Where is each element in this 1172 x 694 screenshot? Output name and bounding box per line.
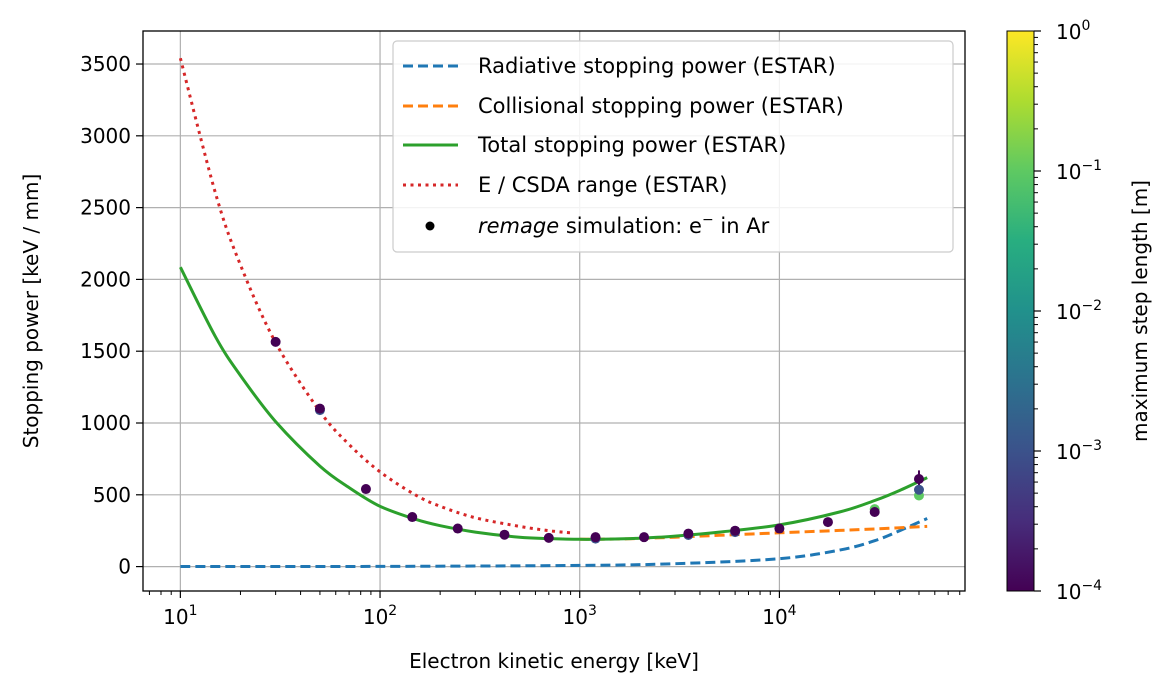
colorbar-tick-label-exp: 0 — [1081, 18, 1090, 34]
colorbar-tick-label-base: 10 — [1056, 300, 1081, 324]
data-point — [774, 523, 785, 534]
colorbar-tick-label-base: 10 — [1056, 580, 1081, 604]
legend-label-radiative-stopping-power-estar: Radiative stopping power (ESTAR) — [478, 54, 836, 78]
series-line-collisional-stopping-power-estar — [579, 524, 928, 541]
legend-sup: − — [702, 212, 714, 228]
x-axis-ticks: 101 102 103 104 — [148, 591, 961, 629]
curves — [178, 57, 928, 569]
y-axis-ticks: 0 500 1000 1500 2000 2500 3000 3500 — [80, 52, 143, 579]
x-tick-label: 104 — [762, 603, 796, 629]
legend-label-total-stopping-power-estar: Total stopping power (ESTAR) — [477, 133, 786, 157]
data-point — [314, 403, 325, 414]
data-point — [913, 484, 924, 495]
legend-label-collisional-stopping-power-estar: Collisional stopping power (ESTAR) — [478, 94, 844, 118]
data-point — [869, 507, 880, 518]
colorbar-tick-label: 10−4 — [1056, 578, 1102, 604]
y-tick-label: 3500 — [80, 52, 131, 76]
colorbar-tick-label-exp: −1 — [1081, 158, 1102, 174]
y-axis-label: Stopping power [keV / mm] — [19, 174, 43, 449]
x-tick-label-exp: 3 — [588, 603, 597, 619]
colorbar-tick-label-exp: −3 — [1081, 438, 1102, 454]
colorbar-tick-label: 10−3 — [1056, 438, 1102, 464]
data-point — [360, 484, 371, 495]
legend: Radiative stopping power (ESTAR) Collisio… — [392, 40, 954, 253]
data-point — [730, 525, 741, 536]
colorbar-tick-label-exp: −4 — [1081, 578, 1102, 594]
data-point — [913, 474, 924, 484]
colorbar-gradient — [1006, 30, 1035, 592]
data-point — [543, 532, 554, 543]
colorbar-tick-label: 100 — [1056, 18, 1090, 44]
y-tick-label: 1500 — [80, 339, 131, 363]
data-point — [452, 523, 463, 534]
colorbar-tick-label-exp: −2 — [1081, 298, 1102, 314]
legend-rest: simulation: e — [559, 214, 702, 238]
x-tick-label-base: 10 — [163, 605, 188, 629]
legend-label-e-csda-range-estar: E / CSDA range (ESTAR) — [478, 173, 727, 197]
data-point — [822, 517, 833, 528]
x-tick-label-exp: 2 — [388, 603, 397, 619]
y-tick-label: 1000 — [80, 411, 131, 435]
legend-swatch-scatter — [425, 221, 435, 231]
y-tick-label: 2500 — [80, 196, 131, 220]
data-point — [407, 512, 418, 523]
colorbar-tick-label-base: 10 — [1056, 20, 1081, 44]
legend-label-scatter: remage simulation: e− in Ar — [478, 212, 770, 238]
colorbar-tick-label: 10−2 — [1056, 298, 1102, 324]
x-tick-label-base: 10 — [363, 605, 388, 629]
x-tick-label-exp: 1 — [189, 603, 198, 619]
x-tick-label-exp: 4 — [788, 603, 797, 619]
colorbar-tick-label: 10−1 — [1056, 158, 1102, 184]
legend-box — [392, 40, 954, 253]
legend-tail: in Ar — [714, 214, 770, 238]
colorbar-tick-label-base: 10 — [1056, 160, 1081, 184]
x-tick-label: 102 — [363, 603, 397, 629]
data-point — [499, 529, 510, 540]
scatter-points — [270, 336, 924, 544]
colorbar-label: maximum step length [m] — [1128, 180, 1152, 442]
y-tick-label: 0 — [118, 555, 131, 579]
colorbar-tick-label-base: 10 — [1056, 440, 1081, 464]
series-line-radiative-stopping-power-estar — [180, 517, 928, 569]
plot-frame — [142, 30, 966, 592]
legend-italic: remage — [478, 214, 559, 238]
data-point — [639, 532, 650, 543]
y-tick-label: 2000 — [80, 267, 131, 291]
x-tick-label: 101 — [163, 603, 197, 629]
y-tick-label: 3000 — [80, 124, 131, 148]
y-tick-label: 500 — [93, 483, 131, 507]
data-point — [270, 336, 281, 347]
x-tick-label: 103 — [563, 603, 597, 629]
data-point — [590, 532, 601, 543]
series-line-total-stopping-power-estar — [179, 266, 928, 541]
x-tick-label-base: 10 — [563, 605, 588, 629]
x-tick-label-base: 10 — [762, 605, 787, 629]
series-line-e-csda-range-estar — [178, 57, 571, 535]
data-point — [683, 528, 694, 539]
x-axis-label: Electron kinetic energy [keV] — [409, 649, 699, 673]
